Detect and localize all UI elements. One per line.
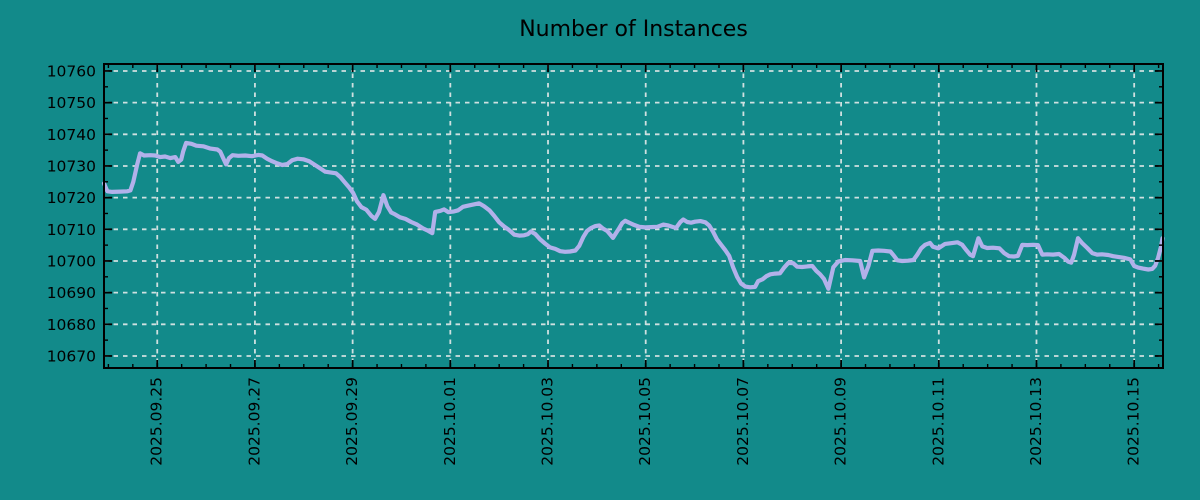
y-tick-label: 10700 bbox=[47, 252, 96, 270]
y-tick-label: 10760 bbox=[47, 62, 96, 80]
x-tick-label: 2025.10.01 bbox=[441, 377, 459, 466]
y-tick-label: 10750 bbox=[47, 94, 96, 112]
x-tick-label: 2025.09.27 bbox=[245, 377, 263, 466]
x-tick-label: 2025.10.09 bbox=[832, 377, 850, 466]
y-tick-label: 10720 bbox=[47, 189, 96, 207]
x-tick-label: 2025.10.07 bbox=[734, 377, 752, 466]
x-tick-label: 2025.10.05 bbox=[636, 377, 654, 466]
series-line-instances bbox=[101, 140, 1165, 291]
y-tick-label: 10740 bbox=[47, 126, 96, 144]
y-tick-label: 10670 bbox=[47, 347, 96, 365]
y-tick-label: 10690 bbox=[47, 284, 96, 302]
y-tick-label: 10680 bbox=[47, 316, 96, 334]
x-tick-label: 2025.10.15 bbox=[1125, 377, 1143, 466]
x-tick-label: 2025.09.25 bbox=[148, 377, 166, 466]
x-tick-label: 2025.10.03 bbox=[539, 377, 557, 466]
x-tick-label: 2025.10.13 bbox=[1027, 377, 1045, 466]
y-tick-label: 10730 bbox=[47, 157, 96, 175]
plot-border bbox=[103, 63, 1164, 369]
chart-title: Number of Instances bbox=[519, 17, 748, 42]
x-tick-label: 2025.10.11 bbox=[929, 377, 947, 466]
x-tick-label: 2025.09.29 bbox=[343, 377, 361, 466]
y-tick-label: 10710 bbox=[47, 221, 96, 239]
